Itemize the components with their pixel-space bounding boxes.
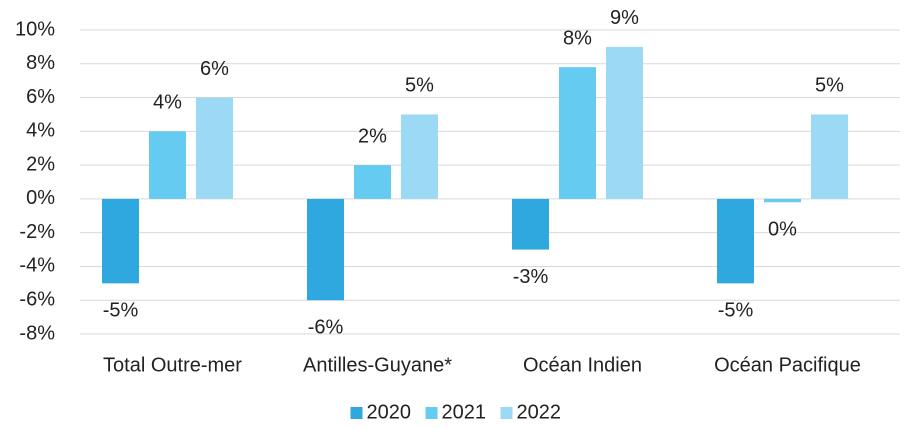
- legend-label: 2022: [517, 401, 562, 423]
- y-tick-label: 2%: [26, 153, 55, 175]
- data-label: -5%: [718, 300, 754, 322]
- bar: [307, 198, 344, 301]
- bar: [717, 198, 754, 284]
- bar: [764, 198, 801, 203]
- data-label: 4%: [153, 92, 182, 114]
- bar: [149, 131, 186, 199]
- y-tick-label: 0%: [26, 187, 55, 209]
- y-tick-label: 8%: [26, 52, 55, 74]
- y-tick-label: -4%: [19, 255, 55, 277]
- y-tick-label: -2%: [19, 221, 55, 243]
- y-tick-label: 10%: [15, 18, 55, 40]
- y-tick-label: -8%: [19, 322, 55, 344]
- bar: [606, 46, 643, 199]
- legend-swatch: [425, 407, 438, 419]
- x-tick-label: Total Outre-mer: [103, 354, 242, 376]
- legend-label: 2020: [367, 401, 412, 423]
- legend-swatch: [500, 407, 513, 419]
- data-label: 9%: [610, 7, 639, 29]
- x-tick-label: Océan Pacifique: [714, 354, 861, 376]
- x-tick-label: Océan Indien: [523, 354, 642, 376]
- y-tick-label: 6%: [26, 86, 55, 108]
- data-label: 5%: [815, 75, 844, 97]
- bar: [196, 97, 233, 199]
- bar: [559, 67, 596, 199]
- bar: [512, 198, 549, 250]
- y-tick-label: -6%: [19, 289, 55, 311]
- data-label: 0%: [768, 219, 797, 241]
- y-tick-label: 4%: [26, 120, 55, 142]
- data-label: -5%: [103, 300, 139, 322]
- data-label: 5%: [405, 75, 434, 97]
- x-tick-label: Antilles-Guyane*: [303, 354, 452, 376]
- data-label: 8%: [563, 27, 592, 49]
- data-label: -3%: [513, 266, 549, 288]
- bar: [811, 114, 848, 199]
- bar: [102, 198, 139, 284]
- data-label: 2%: [358, 125, 387, 147]
- data-label: -6%: [308, 317, 344, 339]
- legend-label: 2021: [442, 401, 487, 423]
- bar: [354, 165, 391, 199]
- data-label: 6%: [200, 58, 229, 80]
- bar: [401, 114, 438, 199]
- legend-swatch: [350, 407, 363, 419]
